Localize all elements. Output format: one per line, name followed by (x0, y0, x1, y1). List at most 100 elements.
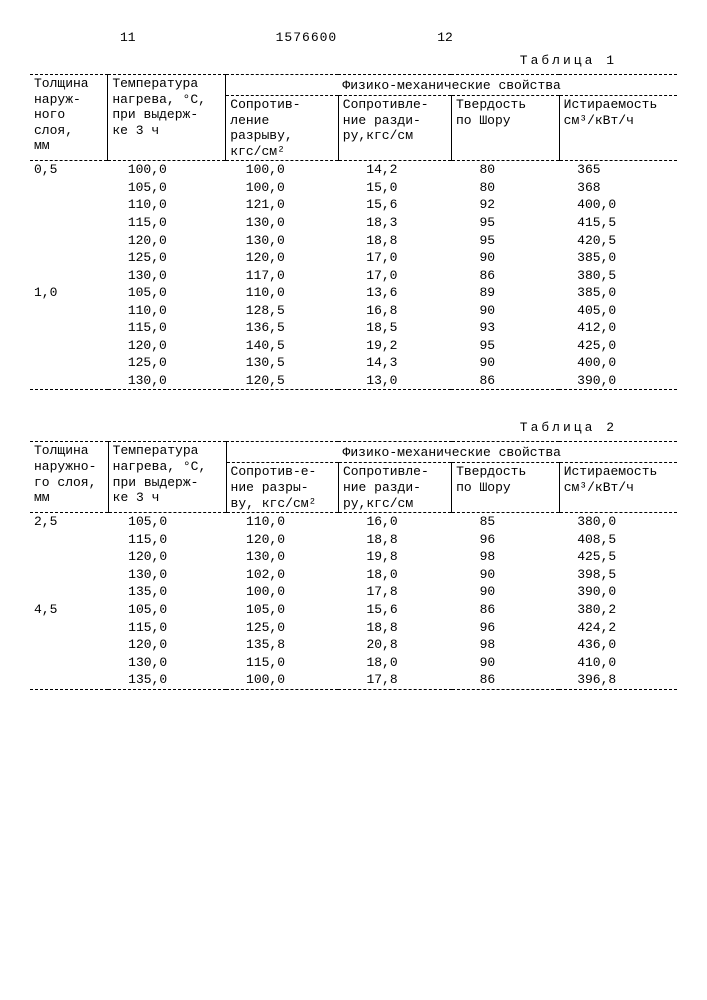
page-header: 11 1576600 12 (30, 30, 677, 45)
cell-temp: 135,0 (108, 583, 226, 601)
cell-temp: 130,0 (108, 654, 226, 672)
cell-abrasion: 412,0 (559, 319, 677, 337)
cell-rupture: 115,0 (226, 654, 338, 672)
cell-thickness (30, 531, 108, 549)
cell-tear: 18,8 (338, 232, 451, 250)
cell-thickness (30, 232, 108, 250)
cell-thickness (30, 619, 108, 637)
cell-rupture: 140,5 (226, 337, 339, 355)
cell-hardness: 90 (452, 566, 560, 584)
table-row: 115,0130,018,395415,5 (30, 214, 677, 232)
group-header: Физико-механические свойства (226, 442, 677, 463)
cell-hardness: 90 (452, 654, 560, 672)
cell-hardness: 86 (451, 372, 559, 390)
cell-rupture: 100,0 (226, 179, 339, 197)
cell-rupture: 100,0 (226, 583, 338, 601)
cell-abrasion: 380,0 (559, 513, 677, 531)
col1-header: Толщина наружно- го слоя, мм (30, 442, 108, 512)
col6-header: Истираемость см³/кВт/ч (559, 96, 677, 161)
cell-tear: 18,5 (338, 319, 451, 337)
table-row: 120,0140,519,295425,0 (30, 337, 677, 355)
table-row: 130,0102,018,090398,5 (30, 566, 677, 584)
cell-hardness: 80 (451, 179, 559, 197)
cell-hardness: 98 (452, 636, 560, 654)
cell-rupture: 130,0 (226, 548, 338, 566)
table-row: 135,0100,017,886396,8 (30, 671, 677, 689)
table2: Толщина наружно- го слоя, мм Температура… (30, 441, 677, 689)
cell-abrasion: 385,0 (559, 249, 677, 267)
table-row: 4,5105,0105,015,686380,2 (30, 601, 677, 619)
cell-rupture: 105,0 (226, 601, 338, 619)
cell-hardness: 93 (451, 319, 559, 337)
cell-hardness: 98 (452, 548, 560, 566)
cell-temp: 105,0 (108, 284, 226, 302)
cell-tear: 20,8 (338, 636, 451, 654)
table-row: 120,0135,820,898436,0 (30, 636, 677, 654)
cell-temp: 115,0 (108, 214, 226, 232)
cell-hardness: 95 (451, 232, 559, 250)
cell-tear: 19,2 (338, 337, 451, 355)
cell-temp: 120,0 (108, 548, 226, 566)
cell-abrasion: 398,5 (559, 566, 677, 584)
table-row: 110,0121,015,692400,0 (30, 196, 677, 214)
cell-rupture: 128,5 (226, 302, 339, 320)
cell-hardness: 95 (451, 214, 559, 232)
table2-caption: Таблица 2 (30, 420, 677, 435)
page-right-num: 12 (437, 30, 453, 45)
table-row: 115,0136,518,593412,0 (30, 319, 677, 337)
cell-thickness (30, 302, 108, 320)
cell-rupture: 100,0 (226, 161, 339, 179)
col2-header: Температура нагрева, °С, при выдерж- ке … (108, 75, 226, 161)
cell-hardness: 90 (451, 302, 559, 320)
cell-tear: 16,0 (338, 513, 451, 531)
cell-thickness (30, 583, 108, 601)
cell-thickness: 2,5 (30, 513, 108, 531)
doc-number: 1576600 (276, 30, 338, 45)
cell-tear: 16,8 (338, 302, 451, 320)
cell-abrasion: 396,8 (559, 671, 677, 689)
cell-thickness (30, 354, 108, 372)
table1-caption: Таблица 1 (30, 53, 677, 68)
table-row: 130,0115,018,090410,0 (30, 654, 677, 672)
cell-tear: 19,8 (338, 548, 451, 566)
cell-hardness: 92 (451, 196, 559, 214)
cell-thickness (30, 566, 108, 584)
cell-tear: 17,0 (338, 267, 451, 285)
col5-header: Твердость по Шору (451, 96, 559, 161)
cell-abrasion: 424,2 (559, 619, 677, 637)
cell-thickness: 1,0 (30, 284, 108, 302)
cell-temp: 125,0 (108, 354, 226, 372)
cell-thickness (30, 179, 108, 197)
table-row: 130,0117,017,086380,5 (30, 267, 677, 285)
table-row: 115,0120,018,896408,5 (30, 531, 677, 549)
table-row: 1,0105,0110,013,689385,0 (30, 284, 677, 302)
cell-hardness: 95 (451, 337, 559, 355)
page-left-num: 11 (120, 30, 136, 45)
cell-temp: 120,0 (108, 337, 226, 355)
cell-temp: 105,0 (108, 179, 226, 197)
cell-thickness (30, 636, 108, 654)
cell-abrasion: 390,0 (559, 372, 677, 390)
table-row: 120,0130,018,895420,5 (30, 232, 677, 250)
cell-abrasion: 365 (559, 161, 677, 179)
cell-tear: 14,3 (338, 354, 451, 372)
cell-rupture: 110,0 (226, 284, 339, 302)
table-row: 0,5100,0100,014,280365 (30, 161, 677, 179)
cell-temp: 120,0 (108, 636, 226, 654)
cell-rupture: 130,0 (226, 232, 339, 250)
cell-hardness: 90 (452, 583, 560, 601)
cell-temp: 130,0 (108, 267, 226, 285)
col4-header: Сопротивле- ние разди- ру,кгс/см (338, 463, 451, 513)
cell-tear: 15,6 (338, 196, 451, 214)
cell-thickness: 0,5 (30, 161, 108, 179)
table-row: 105,0100,015,080368 (30, 179, 677, 197)
cell-hardness: 96 (452, 619, 560, 637)
cell-rupture: 120,0 (226, 531, 338, 549)
cell-abrasion: 410,0 (559, 654, 677, 672)
cell-temp: 115,0 (108, 531, 226, 549)
cell-hardness: 90 (451, 249, 559, 267)
cell-abrasion: 420,5 (559, 232, 677, 250)
cell-rupture: 130,5 (226, 354, 339, 372)
cell-tear: 18,0 (338, 566, 451, 584)
cell-tear: 18,3 (338, 214, 451, 232)
